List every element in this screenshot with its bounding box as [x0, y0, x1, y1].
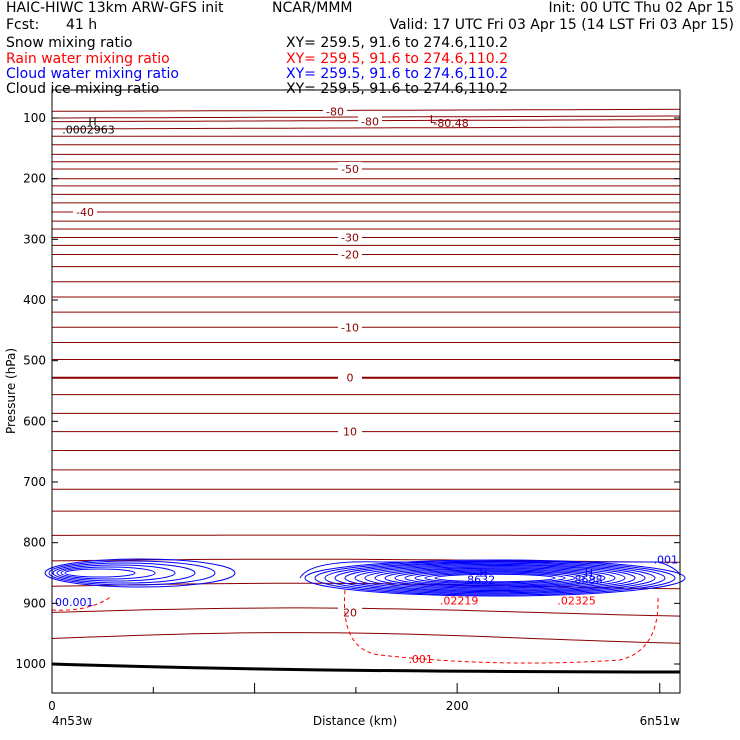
right-endpoint-label: 6n51w — [640, 714, 681, 728]
y-tick-label: 800 — [23, 536, 46, 550]
cloud-water-contour — [304, 559, 686, 597]
cloud-water-contour — [299, 561, 681, 579]
isotherm-label: -40 — [76, 206, 94, 219]
field-xy-cloud-water: XY= 259.5, 91.6 to 274.6,110.2 — [286, 66, 509, 82]
y-tick-label: 200 — [23, 172, 46, 186]
isotherm-label-bg — [73, 205, 97, 219]
field-xy-snow: XY= 259.5, 91.6 to 274.6,110.2 — [286, 35, 509, 51]
isotherm-label: -20 — [341, 249, 359, 262]
temperature-extremum-label: L — [430, 113, 437, 126]
rain-water-contour — [343, 589, 659, 664]
init-time: Init: 00 UTC Thu 02 Apr 15 — [548, 0, 734, 16]
y-tick-label: 300 — [23, 232, 46, 246]
isotherm-line — [51, 632, 681, 644]
center-label: NCAR/MMM — [272, 0, 353, 16]
rain-water-label: .02325 — [557, 594, 596, 607]
cloud-water-contour — [52, 562, 196, 584]
cloud-water-contour — [48, 560, 216, 586]
valid-time: Valid: 17 UTC Fri 03 Apr 15 (14 LST Fri … — [389, 17, 734, 33]
y-tick-label: 1000 — [15, 657, 46, 671]
cloud-water-label: H — [585, 567, 593, 580]
y-tick-label: 700 — [23, 475, 46, 489]
y-tick-label: 900 — [23, 596, 46, 610]
cloud-water-contour — [414, 571, 576, 585]
x-tick-label: 0 — [48, 699, 56, 713]
isotherm-label-bg — [338, 230, 362, 244]
x-axis-ticks: 0 200 — [48, 683, 661, 713]
isotherm-label-bg — [338, 370, 362, 384]
snow-label: H — [88, 116, 96, 129]
field-name-cloud-ice: Cloud ice mixing ratio — [6, 81, 160, 97]
isotherm-label-bg — [358, 114, 382, 128]
contour-labels: L-80.48.001H.8632H.868800.001.02219.0232… — [55, 113, 678, 666]
isotherm-label: 0 — [347, 372, 354, 385]
left-endpoint-label: 4n53w — [52, 714, 93, 728]
field-xy-rain: XY= 259.5, 91.6 to 274.6,110.2 — [286, 51, 509, 67]
isotherm-label-bg — [323, 104, 347, 118]
isotherm-label: -10 — [341, 321, 359, 334]
snow-label: .0002963 — [62, 124, 115, 137]
y-tick-label: 100 — [23, 111, 46, 125]
cloud-water-contour — [56, 564, 176, 582]
y-axis-title: Pressure (hPa) — [4, 348, 18, 434]
rain-water-label: .02219 — [440, 594, 479, 607]
isotherm-label-bg — [338, 424, 362, 438]
surface-line — [51, 662, 681, 674]
cloud-water-label: H — [479, 567, 487, 580]
field-name-snow: Snow mixing ratio — [6, 35, 133, 51]
y-tick-label: 500 — [23, 354, 46, 368]
cloud-water-contour — [334, 562, 656, 594]
isotherm-label: 10 — [343, 426, 357, 439]
temperature-contours: -80 -80 -50 -40 -30 -20 -10 0 10 20 — [51, 104, 681, 674]
fcst-label: Fcst: — [6, 17, 40, 33]
cloud-water-contour — [314, 560, 676, 596]
field-xy-cloud-ice: XY= 259.5, 91.6 to 274.6,110.2 — [286, 81, 509, 97]
isotherm-label-bg — [338, 247, 362, 261]
cloud-water-contour — [394, 569, 596, 587]
cloud-water-contour — [64, 568, 136, 578]
rain-water-label: .001 — [408, 653, 433, 666]
isotherm-label-bg — [338, 605, 362, 619]
isotherm-line — [52, 534, 680, 537]
cloud-water-contour — [424, 572, 566, 584]
field-name-rain: Rain water mixing ratio — [6, 51, 170, 67]
isotherm-label: -30 — [341, 232, 359, 245]
isotherm-label: -80 — [326, 105, 344, 118]
field-name-cloud-water: Cloud water mixing ratio — [6, 66, 179, 82]
isotherm-line — [51, 607, 681, 617]
cloud-water-label: .8632 — [464, 574, 496, 587]
cloud-water-contour — [374, 567, 616, 589]
cloud-water-label: 00.001 — [55, 596, 94, 609]
y-tick-label: 400 — [23, 293, 46, 307]
isotherm-label: -80 — [361, 116, 379, 129]
plot-frame — [51, 89, 681, 694]
rain-water-contours — [51, 589, 659, 664]
cloud-water-contour — [44, 558, 236, 588]
isotherm-label-bg — [338, 320, 362, 334]
y-tick-label: 600 — [23, 414, 46, 428]
cloud-water-label: .001 — [654, 554, 679, 567]
fcst-value: 41 h — [66, 17, 98, 33]
isotherm-line — [52, 108, 681, 112]
isotherm-label: 20 — [343, 606, 357, 619]
isotherm-label-bg — [338, 161, 362, 175]
x-tick-label: 200 — [446, 699, 469, 713]
model-title: HAIC-HIWC 13km ARW-GFS init — [6, 0, 224, 16]
cloud-water-contour — [60, 566, 156, 580]
cloud-water-contour — [354, 565, 636, 591]
temperature-extremum-label: -80.48 — [433, 117, 468, 130]
isotherm-line — [52, 126, 681, 130]
cloud-water-contour — [384, 568, 606, 588]
cloud-water-contour — [344, 563, 646, 593]
cloud-water-contour — [434, 573, 556, 583]
cloud-water-contour — [364, 566, 626, 590]
x-axis-title: Distance (km) — [313, 714, 397, 728]
cloud-water-contour — [404, 570, 586, 586]
cloud-water-label: .8688 — [571, 574, 603, 587]
rain-water-contour — [51, 595, 113, 611]
isotherm-label: -50 — [341, 163, 359, 176]
cloud-water-contours — [44, 558, 686, 597]
